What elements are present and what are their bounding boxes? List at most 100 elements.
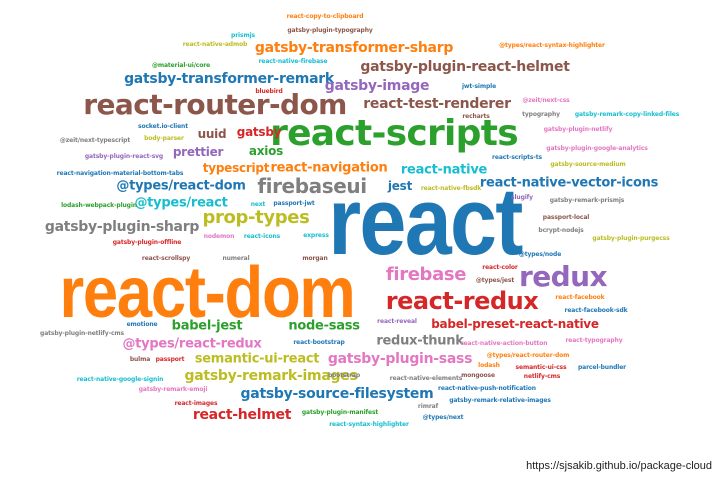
word-bootstrap: bootstrap — [327, 372, 361, 379]
word-types-react-dom: @types/react-dom — [116, 178, 246, 194]
word-typescript: typescript — [202, 161, 270, 175]
word-react-navigation: react-navigation — [270, 160, 388, 176]
word-react-native-action-button: react-native-action-button — [460, 340, 548, 347]
word-gatsby-plugin-react-svg: gatsby-plugin-react-svg — [84, 153, 164, 160]
word-types-next: @types/next — [422, 414, 464, 421]
word-gatsby: gatsby — [236, 125, 282, 139]
word-jwt-simple: jwt-simple — [461, 83, 497, 90]
word-uuid: uuid — [197, 127, 227, 141]
word-socket-io-client: socket.io-client — [138, 123, 188, 130]
word-react-native-elements: react-native-elements — [389, 375, 463, 382]
word-gatsby-plugin-manifest: gatsby-plugin-manifest — [301, 409, 379, 416]
word-gatsby-plugin-sass: gatsby-plugin-sass — [327, 351, 473, 367]
word-react-router-dom: react-router-dom — [83, 88, 347, 121]
word-react-typography: react-typography — [565, 337, 623, 344]
word-gatsby-plugin-purgecss: gatsby-plugin-purgecss — [592, 235, 670, 242]
word-bulma: bulma — [129, 356, 151, 363]
word-react-test-renderer: react-test-renderer — [363, 96, 511, 112]
word-babel-jest: babel-jest — [171, 318, 243, 334]
word-prop-types: prop-types — [202, 207, 310, 228]
word-gatsby-transformer-remark: gatsby-transformer-remark — [124, 71, 334, 87]
word-react-helmet: react-helmet — [192, 407, 292, 423]
word-gatsby-source-filesystem: gatsby-source-filesystem — [240, 386, 434, 402]
word-material-ui-core: @material-ui/core — [151, 62, 211, 69]
word-bcrypt-nodejs: bcrypt-nodejs — [538, 227, 584, 234]
word-slugify: slugify — [511, 194, 533, 201]
word-gatsby-remark-emoji: gatsby-remark-emoji — [138, 386, 208, 393]
word-zeit-next-typescript: @zeit/next-typescript — [59, 137, 131, 144]
word-typography: typography — [522, 111, 560, 118]
word-react-icons: react-icons — [243, 233, 281, 240]
word-react-native-google-signin: react-native-google-signin — [76, 376, 164, 383]
word-lodash-webpack-plugin: lodash-webpack-plugin — [61, 202, 137, 209]
word-gatsby-remark-copy-linked-files: gatsby-remark-copy-linked-files — [574, 111, 680, 118]
word-passport: passport — [155, 356, 185, 363]
word-react-redux: react-redux — [385, 287, 539, 315]
word-react-scripts-ts: react-scripts-ts — [492, 154, 542, 161]
credit-link[interactable]: https://sjsakib.github.io/package-cloud — [526, 460, 712, 472]
word-gatsby-transformer-sharp: gatsby-transformer-sharp — [254, 40, 454, 56]
word-gatsby-plugin-sharp: gatsby-plugin-sharp — [44, 219, 200, 235]
word-react-native: react-native — [400, 162, 488, 178]
word-gatsby-remark-relative-images: gatsby-remark-relative-images — [449, 397, 551, 404]
word-jest: jest — [387, 179, 413, 193]
word-netlify-cms: netlify-cms — [523, 373, 561, 380]
word-bluebird: bluebird — [255, 88, 283, 95]
word-passport-jwt: passport-jwt — [273, 200, 315, 207]
word-types-react: @types/react — [134, 195, 228, 211]
word-react-scripts: react-scripts — [270, 113, 519, 154]
word-types-react-router-dom: @types/react-router-dom — [486, 352, 570, 359]
word-react-native-push-notification: react-native-push-notification — [438, 385, 536, 392]
word-gatsby-remark-prismjs: gatsby-remark-prismjs — [549, 197, 625, 204]
word-gatsby-plugin-google-analytics: gatsby-plugin-google-analytics — [546, 145, 648, 152]
word-numeral: numeral — [222, 255, 250, 262]
word-react-scrollspy: react-scrollspy — [141, 255, 191, 262]
word-types-node: @types/node — [518, 251, 562, 258]
word-types-react-redux: @types/react-redux — [122, 336, 262, 352]
word-semantic-ui-react: semantic-ui-react — [194, 351, 320, 367]
word-redux-thunk: redux-thunk — [376, 333, 464, 349]
word-prismjs: prismjs — [231, 32, 255, 39]
word-gatsby-plugin-typography: gatsby-plugin-typography — [287, 27, 373, 34]
word-react-copy-to-clipboard: react-copy-to-clipboard — [286, 13, 364, 20]
word-react: react — [328, 168, 523, 275]
word-firebase: firebase — [385, 264, 467, 285]
word-semantic-ui-css: semantic-ui-css — [515, 364, 567, 371]
word-gatsby-image: gatsby-image — [324, 78, 430, 94]
word-react-navigation-material-bottom-tabs: react-navigation-material-bottom-tabs — [56, 170, 184, 177]
word-react-color: react-color — [482, 264, 518, 271]
word-redux: redux — [518, 260, 608, 293]
word-parcel-bundler: parcel-bundler — [577, 364, 627, 371]
word-types-jest: @types/jest — [475, 277, 515, 284]
word-morgan: morgan — [302, 255, 328, 262]
word-gatsby-plugin-netlify-cms: gatsby-plugin-netlify-cms — [40, 330, 124, 337]
word-babel-preset-react-native: babel-preset-react-native — [431, 317, 599, 331]
word-nodemon: nodemon — [203, 233, 235, 240]
word-react-reveal: react-reveal — [377, 318, 417, 325]
word-react-native-fbsdk: react-native-fbsdk — [420, 185, 482, 192]
word-gatsby-source-medium: gatsby-source-medium — [550, 161, 626, 168]
word-next: next — [250, 201, 266, 208]
word-node-sass: node-sass — [288, 318, 360, 334]
word-rimraf: rimraf — [417, 403, 439, 410]
word-gatsby-plugin-netlify: gatsby-plugin-netlify — [543, 126, 613, 133]
word-express: express — [303, 232, 329, 239]
word-react-native-vector-icons: react-native-vector-icons — [479, 175, 659, 191]
word-mongoose: mongoose — [461, 372, 495, 379]
word-react-bootstrap: react-bootstrap — [293, 339, 345, 346]
word-react-dom: react-dom — [59, 253, 356, 333]
word-gatsby-plugin-react-helmet: gatsby-plugin-react-helmet — [360, 59, 570, 75]
word-gatsby-remark-images: gatsby-remark-images — [184, 368, 358, 384]
word-react-syntax-highlighter: react-syntax-highlighter — [329, 421, 409, 428]
word-passport-local: passport-local — [542, 214, 590, 221]
word-gatsby-plugin-offline: gatsby-plugin-offline — [112, 239, 182, 246]
word-lodash: lodash — [478, 362, 500, 369]
word-zeit-next-css: @zeit/next-css — [522, 97, 570, 104]
word-react-native-firebase: react-native-firebase — [258, 58, 328, 65]
word-body-parser: body-parser — [144, 135, 184, 142]
word-prettier: prettier — [172, 145, 224, 159]
word-firebaseui: firebaseui — [257, 174, 367, 198]
word-react-facebook: react-facebook — [555, 294, 605, 301]
word-axios: axios — [248, 144, 284, 158]
